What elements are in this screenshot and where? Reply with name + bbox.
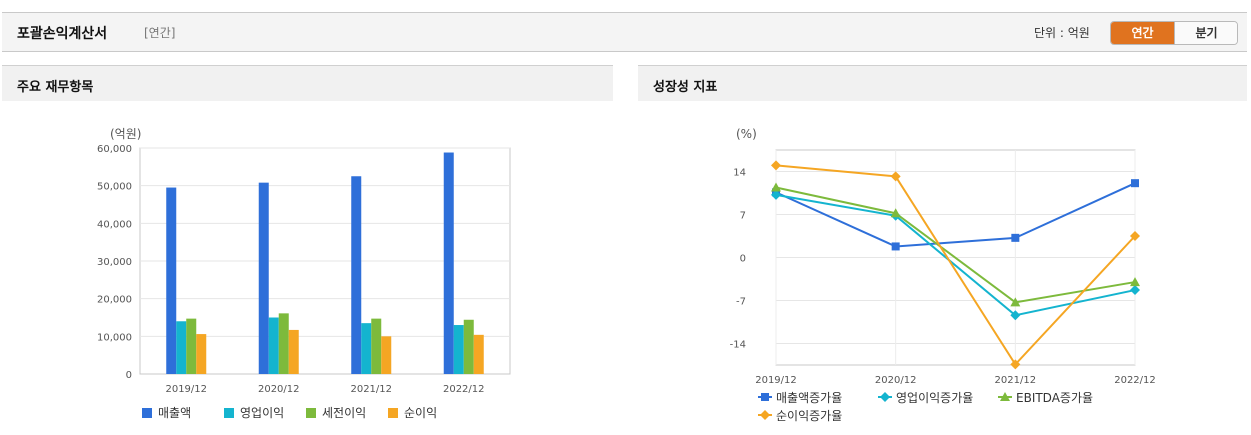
x-tick-label: 2022/12 bbox=[443, 384, 485, 395]
bar bbox=[381, 336, 392, 374]
key-financials-bar-chart: (억원) 0 10,000 20,000 30,000 40,000 50,000 60,00… bbox=[97, 127, 511, 420]
bar bbox=[473, 334, 484, 374]
bar bbox=[443, 152, 454, 374]
x-tick-label: 2021/12 bbox=[350, 384, 392, 395]
legend-swatch bbox=[388, 408, 398, 418]
x-tick-label: 2020/12 bbox=[258, 384, 300, 395]
legend-label: 매출액 bbox=[158, 406, 191, 420]
bar bbox=[463, 319, 474, 374]
legend-swatch bbox=[306, 408, 316, 418]
legend-label: 영업이익증가율 bbox=[896, 391, 973, 405]
period-subtitle: [연간] bbox=[144, 26, 176, 40]
data-point bbox=[771, 160, 781, 171]
data-point bbox=[890, 208, 901, 218]
legend-marker bbox=[1000, 392, 1010, 401]
data-point bbox=[1130, 285, 1140, 296]
y-unit-label: (억원) bbox=[110, 127, 141, 141]
bar bbox=[351, 176, 362, 374]
y-tick-label: -14 bbox=[730, 340, 746, 351]
x-tick-label: 2019/12 bbox=[165, 384, 207, 395]
series-line bbox=[775, 182, 1136, 248]
x-tick-label: 2022/12 bbox=[1114, 375, 1156, 386]
data-point bbox=[1010, 310, 1021, 321]
bar bbox=[288, 329, 299, 374]
y-tick-label: 40,000 bbox=[97, 219, 132, 230]
data-point bbox=[891, 242, 900, 251]
data-point bbox=[1010, 297, 1021, 307]
growth-indicators-title: 성장성 지표 bbox=[653, 80, 718, 95]
series-line bbox=[775, 164, 1136, 367]
x-tick-label: 2021/12 bbox=[995, 375, 1037, 386]
legend-label: 순이익 bbox=[404, 406, 437, 420]
series-line bbox=[775, 186, 1136, 304]
y-tick-label: 30,000 bbox=[97, 257, 132, 268]
tab-annual[interactable]: 연간 bbox=[1111, 22, 1174, 44]
key-financials-header: 주요 재무항목 bbox=[2, 65, 613, 101]
bar bbox=[166, 187, 177, 374]
bar bbox=[371, 318, 382, 374]
y-tick-label: 50,000 bbox=[97, 182, 132, 193]
data-point bbox=[1130, 231, 1140, 241]
tab-quarterly[interactable]: 분기 bbox=[1174, 22, 1237, 44]
x-tick-label: 2020/12 bbox=[875, 375, 917, 386]
growth-indicators-line-chart: (%) -14 -7 0 7 14 2019/12 2020/12 2021/12 2022/12… bbox=[730, 127, 1156, 423]
bar bbox=[258, 182, 269, 374]
bar bbox=[453, 325, 464, 374]
y-tick-label: 7 bbox=[740, 211, 746, 222]
legend-swatch bbox=[142, 408, 152, 418]
y-tick-label: 60,000 bbox=[97, 144, 132, 155]
bar bbox=[176, 321, 187, 374]
data-point bbox=[1130, 277, 1140, 287]
series-line bbox=[775, 193, 1136, 317]
bar bbox=[361, 323, 372, 374]
legend-label: 매출액증가율 bbox=[776, 391, 842, 405]
legend-marker bbox=[760, 410, 770, 420]
data-point bbox=[771, 182, 781, 192]
x-tick-label: 2019/12 bbox=[755, 375, 797, 386]
bar bbox=[186, 318, 197, 374]
data-point bbox=[1010, 359, 1021, 370]
data-point bbox=[890, 171, 901, 182]
legend-marker bbox=[761, 393, 769, 401]
y-tick-label: 14 bbox=[733, 168, 746, 179]
page-title: 포괄손익계산서 bbox=[17, 26, 108, 42]
data-point bbox=[1011, 233, 1020, 242]
y-tick-label: 10,000 bbox=[97, 332, 132, 343]
legend-marker bbox=[880, 392, 890, 402]
period-tab-group: 연간 분기 bbox=[1110, 21, 1238, 45]
y-tick-label: 20,000 bbox=[97, 295, 132, 306]
unit-label: 단위 : 억원 bbox=[1034, 26, 1090, 40]
y-tick-label: 0 bbox=[740, 254, 746, 265]
legend-swatch bbox=[224, 408, 234, 418]
bar bbox=[268, 317, 279, 374]
data-point bbox=[771, 189, 781, 200]
legend-label: 영업이익 bbox=[240, 406, 284, 420]
growth-indicators-header: 성장성 지표 bbox=[638, 65, 1247, 101]
legend-label: 순이익증가율 bbox=[776, 409, 842, 423]
statement-header: 포괄손익계산서 [연간] 단위 : 억원 연간 분기 bbox=[2, 12, 1247, 52]
legend-label: EBITDA증가율 bbox=[1016, 391, 1093, 405]
bar bbox=[196, 334, 207, 374]
legend-label: 세전이익 bbox=[322, 406, 366, 420]
y-tick-label: -7 bbox=[736, 297, 746, 308]
bar bbox=[278, 313, 289, 374]
data-point bbox=[1131, 179, 1139, 188]
y-unit-label: (%) bbox=[736, 127, 757, 141]
key-financials-title: 주요 재무항목 bbox=[17, 80, 94, 95]
y-tick-label: 0 bbox=[126, 370, 132, 381]
